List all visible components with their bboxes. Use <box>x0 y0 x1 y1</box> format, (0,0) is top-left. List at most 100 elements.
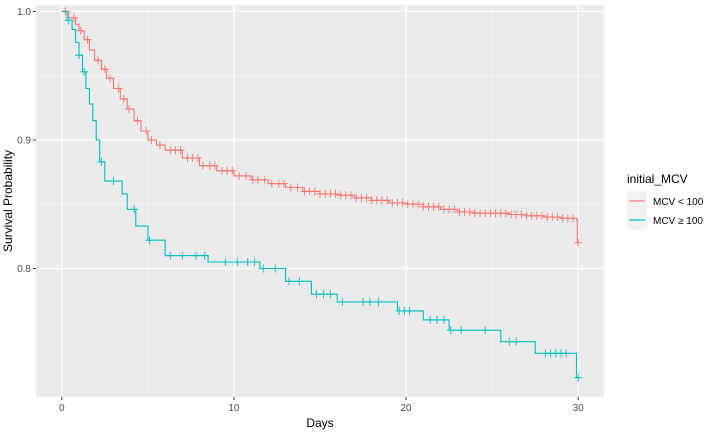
censor-mark <box>200 251 209 260</box>
censor-mark <box>286 183 295 192</box>
censor-mark <box>553 213 562 222</box>
y-tick-label: 0.9 <box>17 135 31 146</box>
censor-mark <box>233 258 242 267</box>
x-tick-label: 10 <box>228 403 240 414</box>
censor-mark <box>124 105 133 114</box>
grid-major <box>36 5 604 397</box>
censor-mark <box>331 189 340 198</box>
censor-mark <box>271 264 280 273</box>
censor-mark <box>254 175 263 184</box>
censor-mark <box>285 277 294 286</box>
censor-mark <box>100 65 109 74</box>
censor-mark <box>142 126 151 135</box>
legend-item-mcv-ge-100: MCV ≥ 100 <box>627 210 703 230</box>
censor-mark <box>147 135 156 144</box>
censor-mark <box>176 146 185 155</box>
censor-mark <box>433 315 442 324</box>
legend-title: initial_MCV <box>627 172 688 186</box>
censor-mark <box>178 251 187 260</box>
censor-mark <box>457 326 466 335</box>
y-axis-title: Survival Probability <box>1 150 15 252</box>
censor-mark <box>505 337 514 346</box>
censor-mark <box>97 157 106 166</box>
censor-mark <box>109 177 118 186</box>
censor-mark <box>326 290 335 299</box>
y-tick-label: 1.0 <box>17 7 31 18</box>
series-0 <box>61 7 583 247</box>
censor-mark <box>312 290 321 299</box>
x-tick-label: 0 <box>59 403 65 414</box>
censor-mark <box>405 306 414 315</box>
censor-mark <box>359 297 368 306</box>
censor-mark <box>106 74 115 83</box>
x-axis: 0 10 20 30 <box>59 397 584 414</box>
y-axis: 0.8 0.9 1.0 <box>17 7 36 275</box>
censor-mark <box>83 35 92 44</box>
x-tick-label: 30 <box>573 403 585 414</box>
censor-mark <box>69 13 78 22</box>
censor-mark <box>538 211 547 220</box>
censor-mark <box>166 251 175 260</box>
censor-mark <box>267 179 276 188</box>
censor-mark <box>414 200 423 209</box>
legend-item-mcv-lt-100: MCV < 100 <box>627 191 704 211</box>
censor-mark <box>310 187 319 196</box>
y-tick-label: 0.8 <box>17 264 31 275</box>
censor-mark <box>243 258 252 267</box>
censor-mark <box>279 179 288 188</box>
censor-mark <box>574 238 583 247</box>
censor-mark <box>250 258 259 267</box>
censor-mark <box>75 51 84 60</box>
censor-mark <box>398 198 407 207</box>
censor-mark <box>319 290 328 299</box>
censor-mark <box>446 326 455 335</box>
series-1 <box>61 10 583 382</box>
censor-mark <box>221 258 230 267</box>
censor-mark <box>259 264 268 273</box>
grid-minor <box>36 5 604 397</box>
censor-mark <box>211 161 220 170</box>
x-tick-label: 20 <box>400 403 412 414</box>
censor-mark <box>235 171 244 180</box>
censor-mark <box>293 183 302 192</box>
censor-mark <box>193 153 202 162</box>
censor-mark <box>512 337 521 346</box>
censor-mark <box>338 297 347 306</box>
legend-label-mcv-ge-100: MCV ≥ 100 <box>653 216 703 227</box>
censor-mark <box>133 116 142 125</box>
censor-mark <box>228 166 237 175</box>
censor-mark <box>383 196 392 205</box>
series-layer <box>61 7 583 382</box>
censor-mark <box>562 349 571 358</box>
censor-mark <box>241 171 250 180</box>
censor-mark <box>426 315 435 324</box>
censor-mark <box>192 251 201 260</box>
legend-label-mcv-lt-100: MCV < 100 <box>653 197 704 208</box>
censor-mark <box>260 175 269 184</box>
censor-mark <box>481 326 490 335</box>
censor-mark <box>119 94 128 103</box>
legend: initial_MCV MCV < 100 MCV ≥ 100 <box>627 172 704 230</box>
censor-mark <box>130 205 139 214</box>
censor-mark <box>145 236 154 245</box>
censor-mark <box>362 193 371 202</box>
censor-mark <box>346 191 355 200</box>
censor-mark <box>64 16 73 25</box>
censor-mark <box>365 297 374 306</box>
censor-mark <box>439 315 448 324</box>
censor-mark <box>80 67 89 76</box>
censor-mark <box>574 373 583 382</box>
censor-mark <box>93 56 102 65</box>
censor-mark <box>501 209 510 218</box>
censor-mark <box>374 297 383 306</box>
censor-mark <box>517 210 526 219</box>
censor-mark <box>198 161 207 170</box>
censor-mark <box>114 84 123 93</box>
censor-mark <box>569 214 578 223</box>
censor-mark <box>434 202 443 211</box>
censor-mark <box>76 26 85 35</box>
censor-mark <box>450 205 459 214</box>
censor-mark <box>465 207 474 216</box>
censor-mark <box>155 141 164 150</box>
